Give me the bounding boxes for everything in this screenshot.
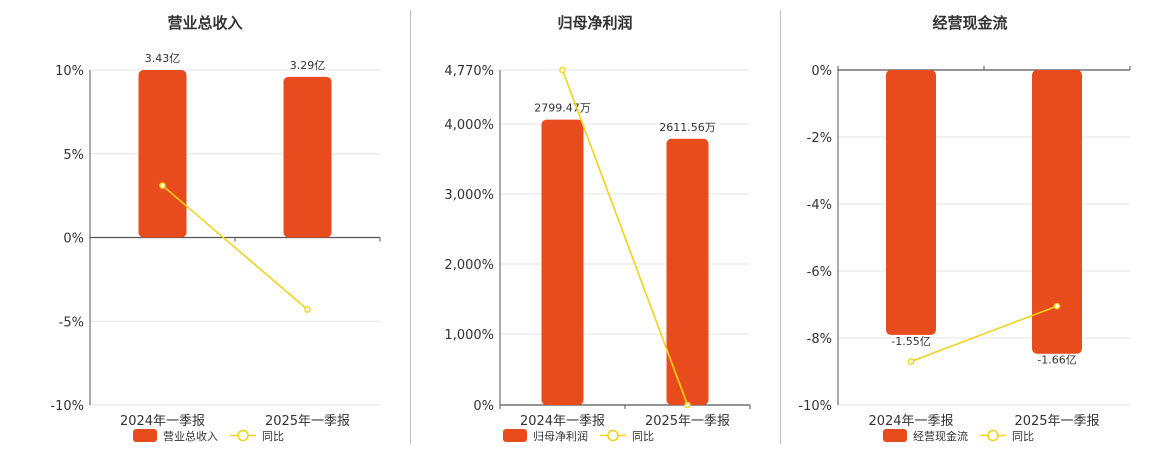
bar-data-label: 3.43亿 xyxy=(145,52,181,65)
chart-title: 经营现金流 xyxy=(932,14,1008,32)
yoy-point xyxy=(1053,302,1061,310)
chart-title: 营业总收入 xyxy=(167,14,243,32)
legend-swatch-bar xyxy=(883,429,907,442)
legend: 经营现金流 同比 xyxy=(883,429,1034,443)
panel-divider xyxy=(410,10,411,444)
chart-title: 归母净利润 xyxy=(557,14,633,32)
yoy-point xyxy=(559,66,566,74)
y-tick-label: 10% xyxy=(55,64,84,79)
bar xyxy=(283,76,332,238)
legend-swatch-point xyxy=(987,429,999,442)
x-tick-label: 2025年一季报 xyxy=(645,414,730,429)
y-tick-label: 0% xyxy=(811,64,832,79)
yoy-point xyxy=(684,401,691,409)
yoy-point xyxy=(907,358,915,365)
y-tick-label: -8% xyxy=(807,332,832,347)
bar-data-label: -1.66亿 xyxy=(1037,354,1076,367)
legend-label-line: 同比 xyxy=(262,430,284,443)
bar-data-label: 2611.56万 xyxy=(659,121,716,134)
x-tick-label: 2025年一季报 xyxy=(265,414,350,429)
x-tick-label: 2024年一季报 xyxy=(120,414,205,429)
legend-swatch-bar xyxy=(133,429,157,442)
chart-cash-flow: 0% -2% -4% -6% -8% -10% -1.55亿 -1.66亿 2024年一季报 20… xyxy=(798,64,1131,443)
legend-label-line: 同比 xyxy=(1012,430,1034,443)
y-tick-label: 4,770% xyxy=(444,64,494,79)
y-tick-label: 3,000% xyxy=(444,188,494,203)
y-tick-label: 5% xyxy=(63,148,84,163)
bar xyxy=(138,70,187,238)
chart-revenue: 10% 5% 0% -5% -10% 3.43亿 3.29亿 2024年一季报 2025年一季报… xyxy=(50,52,381,443)
y-tick-label: 1,000% xyxy=(444,328,494,343)
x-tick-label: 2024年一季报 xyxy=(868,414,953,429)
legend-swatch-point xyxy=(607,429,619,442)
chart-net-profit: 4,770% 4,000% 3,000% 2,000% 1,000% 0% 2799.47万… xyxy=(444,64,751,443)
bar xyxy=(886,70,936,335)
yoy-point xyxy=(159,182,166,189)
legend-label-bar: 归母净利润 xyxy=(533,429,588,443)
bar xyxy=(541,119,584,406)
y-tick-label: -6% xyxy=(807,265,832,280)
bar-data-label: 2799.47万 xyxy=(534,102,591,115)
yoy-series-line xyxy=(561,69,689,406)
legend-swatch-bar xyxy=(503,429,527,442)
y-tick-label: 4,000% xyxy=(444,118,494,133)
panel-divider xyxy=(780,10,781,444)
bar xyxy=(1032,70,1082,354)
x-tick-label: 2025年一季报 xyxy=(1014,414,1099,429)
legend-label-line: 同比 xyxy=(632,430,654,443)
legend-label-bar: 经营现金流 xyxy=(913,429,968,443)
y-tick-label: -2% xyxy=(807,131,832,146)
y-tick-label: -10% xyxy=(50,399,84,414)
y-tick-label: -4% xyxy=(807,198,832,213)
yoy-series-line xyxy=(910,305,1058,363)
bar-data-label: -1.55亿 xyxy=(891,335,930,348)
y-tick-label: 0% xyxy=(63,232,84,247)
yoy-point xyxy=(304,306,311,313)
legend-label-bar: 营业总收入 xyxy=(163,429,218,443)
chart-panel-cash-flow: 经营现金流 0% -2% -4% -6% -8% -10% -1.55亿 -1.66亿 2024… xyxy=(780,0,1160,450)
legend: 归母净利润 同比 xyxy=(503,429,654,443)
y-tick-label: 0% xyxy=(473,399,494,414)
bar-data-label: 3.29亿 xyxy=(290,59,326,72)
chart-panel-net-profit: 归母净利润 4,770% 4,000% 3,000% 2,000% 1,000% 0% 27… xyxy=(410,0,780,450)
bar xyxy=(666,138,709,406)
legend-swatch-point xyxy=(237,429,249,442)
legend: 营业总收入 同比 xyxy=(133,429,284,443)
y-tick-label: -5% xyxy=(59,315,84,330)
chart-panel-revenue: 营业总收入 10% 5% 0% -5% -10% 3.43亿 3.29亿 2024年一季报 20… xyxy=(0,0,410,450)
yoy-series-line xyxy=(161,184,309,311)
y-tick-label: -10% xyxy=(798,399,832,414)
x-tick-label: 2024年一季报 xyxy=(520,414,605,429)
y-tick-label: 2,000% xyxy=(444,258,494,273)
